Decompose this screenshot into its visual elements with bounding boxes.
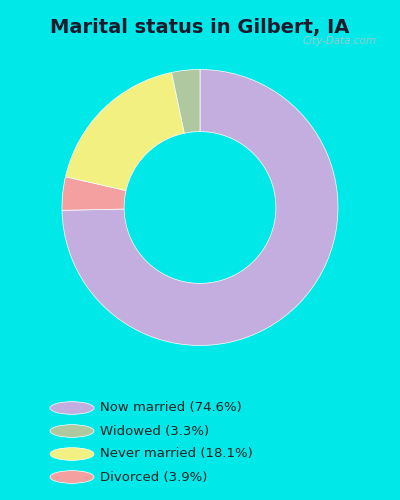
Wedge shape — [62, 70, 338, 345]
Wedge shape — [66, 72, 184, 190]
Text: Now married (74.6%): Now married (74.6%) — [100, 402, 242, 414]
Circle shape — [50, 402, 94, 414]
Circle shape — [50, 424, 94, 438]
Wedge shape — [62, 176, 126, 210]
Circle shape — [50, 470, 94, 484]
Circle shape — [50, 448, 94, 460]
Text: Widowed (3.3%): Widowed (3.3%) — [100, 424, 209, 438]
Wedge shape — [172, 70, 200, 133]
Text: City-Data.com: City-Data.com — [302, 36, 377, 46]
Text: Divorced (3.9%): Divorced (3.9%) — [100, 470, 207, 484]
Text: Marital status in Gilbert, IA: Marital status in Gilbert, IA — [50, 18, 350, 36]
Text: Never married (18.1%): Never married (18.1%) — [100, 448, 253, 460]
